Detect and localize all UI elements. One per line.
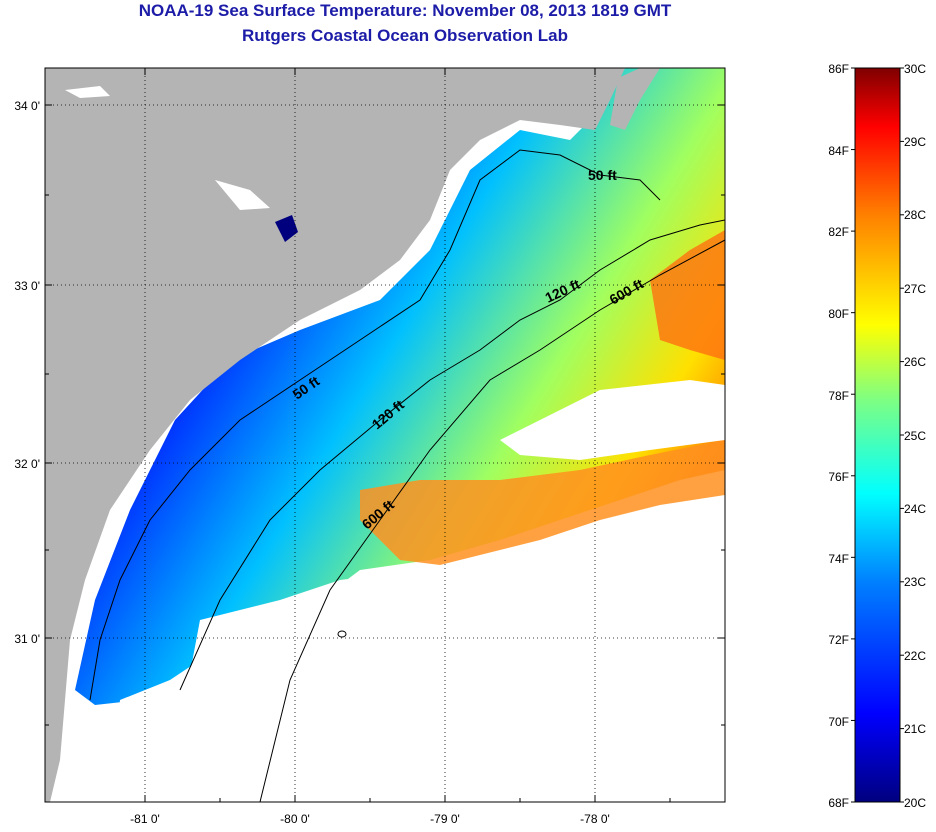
colorbar-c-label: 21C <box>904 722 926 736</box>
map-frame <box>44 67 726 803</box>
colorbar-ticks <box>851 67 904 803</box>
sst-field <box>75 68 725 705</box>
colorbar-f-label: 82F <box>828 225 849 239</box>
colorbar-c-label: 27C <box>904 282 926 296</box>
offshore-warm-area <box>650 230 725 360</box>
isobath-120ft <box>179 219 725 691</box>
contour-label-50ft-north: 50 ft <box>588 167 617 183</box>
lon-label: -79 0' <box>430 812 460 826</box>
colorbar-c-label: 28C <box>904 208 926 222</box>
lon-label: -78 0' <box>580 812 610 826</box>
tick-marks <box>45 68 725 802</box>
land-mass <box>45 68 625 802</box>
colorbar-c-label: 26C <box>904 355 926 369</box>
lake <box>65 86 110 98</box>
cloud-patch <box>185 520 725 802</box>
isobath-600ft <box>259 239 725 802</box>
colorbar-f-label: 68F <box>828 796 849 810</box>
colorbar-f-label: 84F <box>828 144 849 158</box>
colorbar-c-label: 24C <box>904 502 926 516</box>
colorbar-c-label: 29C <box>904 135 926 149</box>
colorbar-c-label: 25C <box>904 429 926 443</box>
colorbar-f-label: 74F <box>828 552 849 566</box>
colorbar-f-label: 70F <box>828 715 849 729</box>
colorbar-f-label: 72F <box>828 633 849 647</box>
lat-label: 31 0' <box>14 632 40 646</box>
lake <box>275 215 298 242</box>
graticule <box>45 68 725 802</box>
seamount-contour <box>337 630 347 638</box>
cloud-patch <box>110 680 200 802</box>
colorbar-c-label: 22C <box>904 649 926 663</box>
colorbar-c-label: 23C <box>904 575 926 589</box>
cloud-patch <box>500 380 725 460</box>
lat-label: 34 0' <box>14 99 40 113</box>
map-subtitle: Rutgers Coastal Ocean Observation Lab <box>242 26 568 45</box>
lon-label: -81 0' <box>130 812 160 826</box>
lake <box>215 180 270 210</box>
lon-label: -80 0' <box>280 812 310 826</box>
barrier-island <box>610 68 660 130</box>
lat-label: 32 0' <box>14 457 40 471</box>
colorbar <box>854 67 901 803</box>
map-title: NOAA-19 Sea Surface Temperature: Novembe… <box>138 1 672 20</box>
colorbar-f-label: 76F <box>828 470 849 484</box>
lat-label: 33 0' <box>14 279 40 293</box>
isobath-50ft <box>89 149 661 701</box>
colorbar-f-label: 86F <box>828 62 849 76</box>
colorbar-c-label: 30C <box>904 62 926 76</box>
colorbar-c-label: 20C <box>904 796 926 810</box>
colorbar-f-label: 78F <box>828 389 849 403</box>
colorbar-f-label: 80F <box>828 307 849 321</box>
gulf-stream-warm-band <box>360 440 725 565</box>
